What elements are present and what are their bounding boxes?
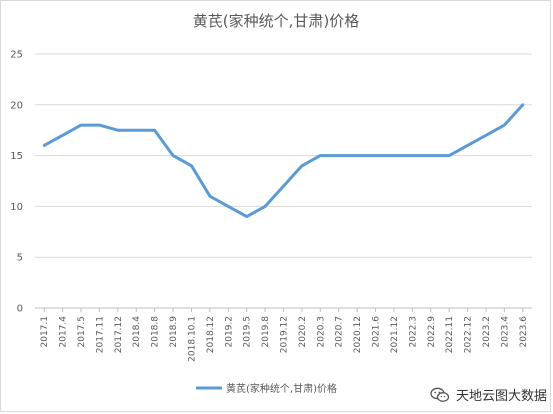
x-tick-label: 2020.7: [335, 316, 345, 348]
x-tick-label: 2017.4: [59, 316, 69, 348]
x-tick-label: 2017.12: [114, 316, 124, 353]
x-axis-ticks: 2017.1 2017.4 2017.5 2017.11 2017.12 2018.4 20…: [40, 308, 529, 362]
wechat-icon: [430, 387, 450, 403]
legend: 黄芪(家种统个,甘肃)价格: [196, 382, 337, 395]
x-tick-label: 2021.6: [372, 316, 382, 348]
x-tick-label: 2023.6: [519, 316, 529, 348]
y-axis-ticks: 0 5 10 15 20 25: [10, 50, 23, 315]
y-tick-label: 25: [10, 50, 23, 61]
x-tick-label: 2022.12: [464, 316, 474, 353]
x-tick-label: 2018.12: [206, 316, 216, 353]
x-tick-label: 2018.9: [169, 316, 179, 348]
x-tick-label: 2018.8: [151, 316, 161, 348]
y-tick-label: 20: [10, 100, 23, 111]
y-tick-label: 0: [17, 304, 23, 315]
x-tick-label: 2019.12: [280, 316, 290, 353]
x-tick-label: 2023.2: [482, 316, 492, 348]
legend-label: 黄芪(家种统个,甘肃)价格: [226, 382, 337, 395]
x-tick-label: 2020.2: [298, 316, 308, 348]
x-tick-label: 2020.12: [353, 316, 363, 353]
x-tick-label: 2018.10.1: [187, 316, 197, 362]
x-tick-label: 2018.4: [132, 316, 142, 348]
series-line: [42, 103, 525, 219]
x-tick-label: 2019.2: [224, 316, 234, 348]
x-tick-label: 2021.12: [390, 316, 400, 353]
x-tick-label: 2019.5: [243, 316, 253, 348]
x-tick-label: 2022.11: [445, 316, 455, 353]
x-tick-label: 2019.8: [261, 316, 271, 348]
watermark: 天地云图大数据: [430, 385, 547, 404]
y-tick-label: 15: [10, 151, 23, 162]
x-tick-label: 2020.3: [316, 316, 326, 348]
watermark-text: 天地云图大数据: [455, 389, 547, 404]
x-tick-label: 2022.3: [408, 316, 418, 348]
gridlines: [35, 53, 532, 309]
x-tick-label: 2017.11: [95, 316, 105, 353]
x-tick-label: 2017.5: [77, 316, 87, 348]
chart-title: 黄芪(家种统个,甘肃)价格: [193, 12, 359, 30]
x-tick-label: 2017.1: [40, 316, 50, 348]
x-tick-label: 2023.4: [500, 316, 510, 348]
y-tick-label: 5: [17, 253, 23, 264]
y-tick-label: 10: [10, 202, 23, 213]
x-tick-label: 2022.9: [427, 316, 437, 348]
series-layer: [42, 103, 525, 219]
